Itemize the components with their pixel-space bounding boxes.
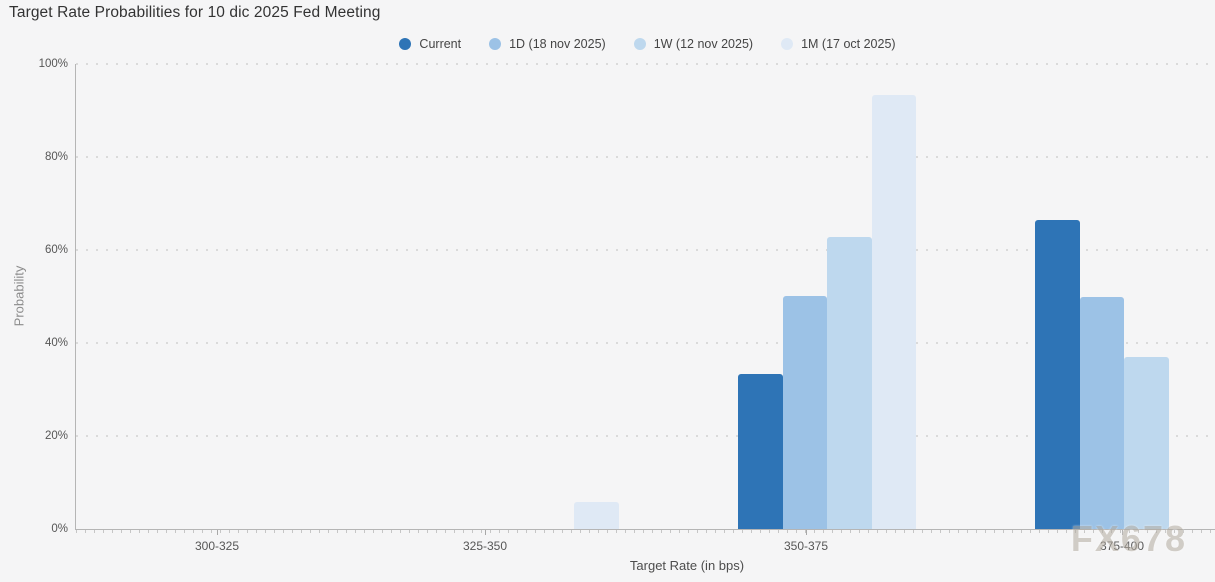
bar-1w-350-375[interactable]: [827, 236, 872, 529]
x-axis-title: Target Rate (in bps): [629, 558, 745, 573]
gridline-60: [76, 249, 1210, 252]
x-tick-350-375: [806, 530, 807, 535]
bar-current-350-375[interactable]: [738, 373, 783, 529]
y-tick-label-60: 60%: [44, 244, 68, 257]
gridline-100: [76, 63, 1210, 66]
legend-label: 1W (12 nov 2025): [653, 37, 754, 51]
legend-dot-current: [399, 38, 412, 50]
x-tick-label-375-400: 375-400: [1099, 539, 1145, 553]
gridline-80: [76, 156, 1210, 159]
bar-current-375-400[interactable]: [1035, 219, 1080, 529]
y-tick-label-0: 0%: [51, 523, 68, 535]
legend-dot-1d: [489, 38, 502, 50]
x-tick-label-300-325: 300-325: [194, 539, 240, 553]
chart-title: Target Rate Probabilities for 10 dic 202…: [9, 4, 381, 21]
x-tick-375-400: [1122, 530, 1123, 535]
legend-dot-1w: [633, 38, 646, 50]
bar-1d-375-400[interactable]: [1079, 297, 1124, 529]
x-axis-minor-ticks: [76, 530, 1215, 533]
y-tick-label-20: 20%: [44, 430, 68, 443]
legend: Current 1D (18 nov 2025) 1W (12 nov 2025) 1…: [40, 37, 1215, 51]
y-tick-label-80: 80%: [44, 151, 68, 164]
y-tick-label-40: 40%: [44, 337, 68, 350]
gridline-40: [76, 342, 1210, 345]
bar-1w-375-400[interactable]: [1124, 356, 1169, 529]
legend-dot-1m: [781, 38, 794, 50]
legend-item-current[interactable]: Current: [399, 37, 461, 51]
bar-1m-325-350[interactable]: [574, 502, 619, 529]
y-axis-line: [75, 64, 76, 530]
legend-label: Current: [419, 37, 462, 51]
x-tick-300-325: [217, 530, 218, 535]
x-tick-label-350-375: 350-375: [783, 539, 829, 553]
legend-label: 1M (17 oct 2025): [801, 37, 896, 51]
y-axis-title: Probability: [11, 265, 27, 327]
x-axis-line: [75, 529, 1215, 530]
legend-item-1w[interactable]: 1W (12 nov 2025): [633, 37, 754, 51]
legend-item-1d[interactable]: 1D (18 nov 2025): [489, 37, 606, 51]
bar-1d-350-375[interactable]: [782, 296, 827, 529]
gridline-20: [76, 435, 1210, 438]
legend-item-1m[interactable]: 1M (17 oct 2025): [781, 37, 896, 51]
legend-label: 1D (18 nov 2025): [509, 37, 606, 51]
x-tick-label-325-350: 325-350: [462, 539, 508, 553]
x-tick-325-350: [485, 530, 486, 535]
y-tick-label-100: 100%: [38, 58, 68, 71]
bar-1m-350-375[interactable]: [871, 94, 916, 529]
